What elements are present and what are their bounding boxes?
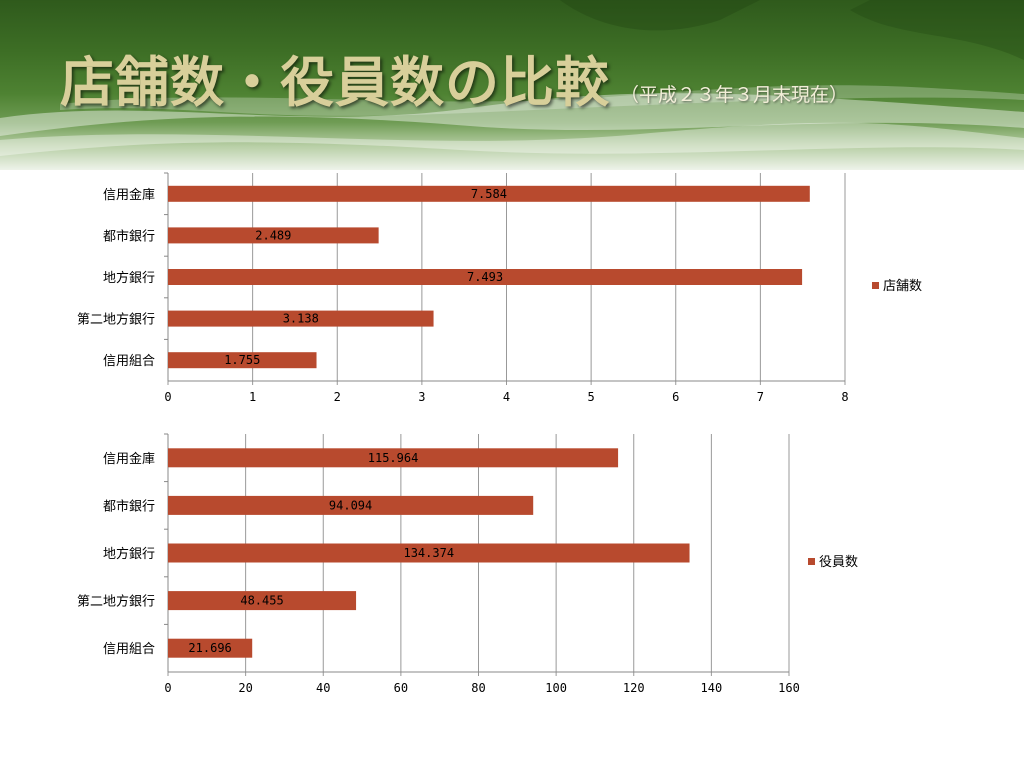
data-label: 115.964 <box>368 451 419 465</box>
x-tick-label: 7 <box>757 390 764 404</box>
title-line: 店舗数・役員数の比較 （平成２３年３月末現在） <box>60 38 848 117</box>
bar <box>168 185 810 202</box>
category-label: 地方銀行 <box>103 546 155 562</box>
x-tick-label: 40 <box>316 681 330 695</box>
category-label: 第二地方銀行 <box>77 312 155 328</box>
legend-marker <box>808 558 815 565</box>
x-tick-label: 60 <box>394 681 408 695</box>
bar <box>168 495 534 515</box>
x-tick-label: 2 <box>334 390 341 404</box>
header-banner: 店舗数・役員数の比較 （平成２３年３月末現在） <box>0 0 1024 170</box>
category-label: 都市銀行 <box>103 498 155 514</box>
category-label: 第二地方銀行 <box>77 594 155 610</box>
brush-texture <box>0 0 1024 156</box>
legend-marker <box>872 282 879 289</box>
data-label: 48.455 <box>240 594 283 608</box>
data-label: 2.489 <box>255 228 291 242</box>
x-tick-label: 6 <box>672 390 679 404</box>
data-label: 134.374 <box>403 546 454 560</box>
category-label: 信用組合 <box>103 354 155 369</box>
x-tick-label: 3 <box>418 390 425 404</box>
x-tick-label: 100 <box>545 681 567 695</box>
x-tick-label: 4 <box>503 390 510 404</box>
bar <box>168 448 619 468</box>
bar <box>168 638 253 658</box>
bar <box>168 543 690 563</box>
page-title: 店舗数・役員数の比較 <box>60 51 610 114</box>
bar <box>168 310 434 327</box>
bar <box>168 269 803 285</box>
legend-label: 店舗数 <box>883 279 922 294</box>
x-tick-label: 0 <box>164 390 171 404</box>
store-count-chart: 0 1 2 3 4 5 6 7 8 信用金庫 7.584 都市銀行 2.489 地方銀行 7.493 第二地方… <box>77 172 922 404</box>
bar <box>168 227 379 244</box>
bar <box>168 591 357 611</box>
bar <box>168 352 317 369</box>
data-label: 3.138 <box>283 312 319 326</box>
x-tick-label: 140 <box>701 681 723 695</box>
executive-count-chart: 0 20 40 60 80 100 120 140 160 信用金庫 115.964 都市銀行 94.0… <box>77 433 858 695</box>
x-tick-label: 80 <box>471 681 485 695</box>
category-label: 信用組合 <box>103 642 155 657</box>
data-label: 7.493 <box>467 270 503 284</box>
category-label: 信用金庫 <box>103 187 155 203</box>
category-label: 地方銀行 <box>103 270 155 286</box>
x-tick-label: 5 <box>588 390 595 404</box>
data-label: 94.094 <box>329 498 372 512</box>
x-tick-label: 120 <box>623 681 645 695</box>
page-subtitle: （平成２３年３月末現在） <box>620 84 849 106</box>
x-tick-label: 20 <box>238 681 252 695</box>
category-label: 信用金庫 <box>103 451 155 467</box>
data-label: 21.696 <box>188 641 231 655</box>
data-label: 1.755 <box>224 353 260 367</box>
legend-label: 役員数 <box>819 555 858 570</box>
x-tick-label: 160 <box>778 681 800 695</box>
category-label: 都市銀行 <box>103 228 155 244</box>
x-tick-label: 0 <box>164 681 171 695</box>
x-tick-label: 1 <box>249 390 256 404</box>
x-tick-label: 8 <box>841 390 848 404</box>
data-label: 7.584 <box>471 187 507 201</box>
